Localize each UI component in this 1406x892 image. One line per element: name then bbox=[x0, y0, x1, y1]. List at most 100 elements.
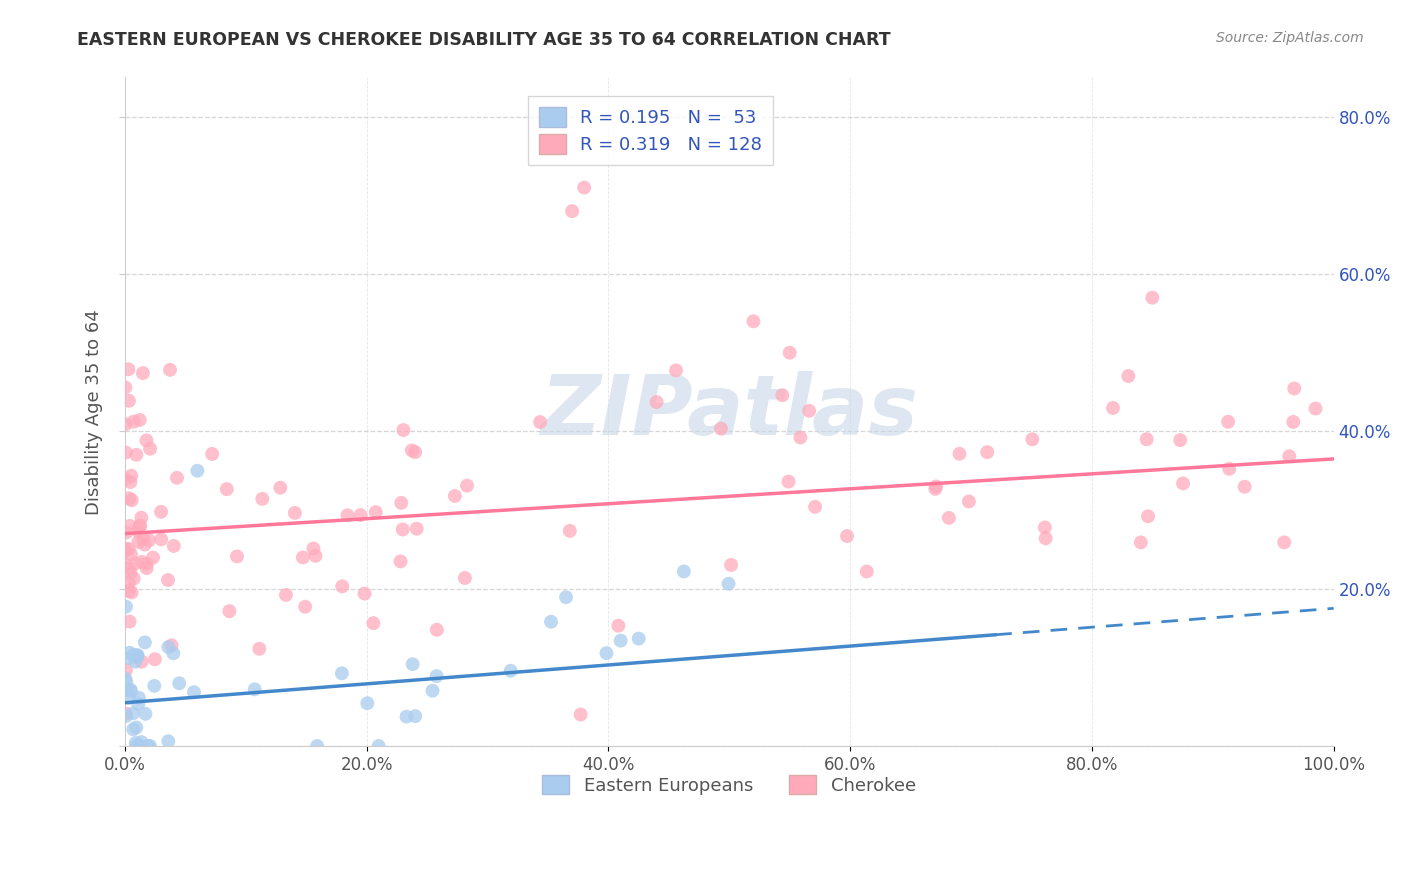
Point bbox=[121, 585, 143, 599]
Point bbox=[404, 445, 426, 459]
Point bbox=[401, 443, 423, 458]
Point bbox=[114, 544, 136, 558]
Point bbox=[115, 599, 138, 614]
Point bbox=[1284, 381, 1306, 395]
Point bbox=[139, 739, 162, 753]
Point bbox=[1171, 476, 1194, 491]
Point bbox=[1233, 480, 1256, 494]
Point bbox=[125, 721, 148, 735]
Point bbox=[558, 524, 581, 538]
Point bbox=[131, 735, 153, 749]
Point bbox=[717, 576, 740, 591]
Point bbox=[127, 524, 149, 539]
Point bbox=[609, 633, 631, 648]
Point bbox=[159, 363, 181, 377]
Point bbox=[118, 651, 141, 665]
Point bbox=[125, 448, 148, 462]
Point bbox=[131, 510, 153, 524]
Point bbox=[118, 561, 141, 575]
Point bbox=[118, 646, 141, 660]
Point bbox=[157, 734, 180, 748]
Point bbox=[395, 709, 418, 723]
Point bbox=[454, 571, 477, 585]
Point bbox=[330, 666, 353, 681]
Point bbox=[122, 723, 145, 737]
Point bbox=[294, 599, 316, 614]
Point bbox=[269, 481, 291, 495]
Point bbox=[1272, 535, 1295, 549]
Point bbox=[138, 533, 160, 548]
Point bbox=[134, 538, 156, 552]
Point bbox=[201, 447, 224, 461]
Point bbox=[1216, 415, 1239, 429]
Point bbox=[391, 523, 413, 537]
Point bbox=[938, 511, 960, 525]
Point bbox=[456, 478, 478, 492]
Point bbox=[330, 579, 353, 593]
Point bbox=[135, 557, 157, 571]
Point bbox=[122, 706, 145, 721]
Point bbox=[131, 655, 153, 669]
Point bbox=[957, 494, 980, 508]
Point bbox=[404, 709, 426, 723]
Point bbox=[389, 496, 412, 510]
Text: EASTERN EUROPEAN VS CHEROKEE DISABILITY AGE 35 TO 64 CORRELATION CHART: EASTERN EUROPEAN VS CHEROKEE DISABILITY … bbox=[77, 31, 891, 49]
Point bbox=[561, 204, 583, 219]
Point bbox=[186, 464, 208, 478]
Point bbox=[789, 430, 811, 444]
Point bbox=[125, 650, 148, 665]
Point bbox=[401, 657, 423, 672]
Point bbox=[247, 641, 270, 656]
Point bbox=[353, 586, 375, 600]
Point bbox=[1305, 401, 1327, 416]
Point bbox=[118, 615, 141, 629]
Point bbox=[122, 415, 145, 429]
Point bbox=[529, 415, 551, 429]
Point bbox=[389, 554, 412, 568]
Point bbox=[162, 646, 184, 660]
Point bbox=[742, 314, 765, 328]
Point bbox=[120, 682, 142, 697]
Point bbox=[1021, 433, 1043, 447]
Point bbox=[167, 676, 190, 690]
Point bbox=[121, 493, 143, 508]
Point bbox=[426, 623, 449, 637]
Point bbox=[114, 672, 136, 686]
Point bbox=[114, 541, 136, 556]
Point bbox=[540, 615, 562, 629]
Point bbox=[1282, 415, 1305, 429]
Point bbox=[444, 489, 467, 503]
Point bbox=[143, 679, 166, 693]
Point bbox=[1136, 432, 1159, 446]
Point bbox=[925, 479, 948, 493]
Point bbox=[127, 648, 149, 663]
Point bbox=[1278, 449, 1301, 463]
Point bbox=[163, 539, 186, 553]
Point bbox=[127, 697, 149, 711]
Point bbox=[569, 707, 592, 722]
Point bbox=[291, 550, 314, 565]
Point bbox=[118, 575, 141, 590]
Point bbox=[120, 684, 142, 698]
Point bbox=[134, 706, 156, 721]
Point bbox=[114, 380, 136, 394]
Point bbox=[128, 520, 150, 534]
Point bbox=[135, 561, 157, 575]
Point bbox=[349, 508, 371, 522]
Point bbox=[720, 558, 742, 572]
Point bbox=[665, 363, 688, 377]
Point bbox=[150, 505, 173, 519]
Point bbox=[134, 635, 156, 649]
Point bbox=[128, 690, 150, 705]
Point bbox=[117, 362, 139, 376]
Point bbox=[115, 525, 138, 540]
Point bbox=[136, 739, 159, 753]
Point bbox=[129, 518, 152, 533]
Point bbox=[304, 549, 326, 563]
Point bbox=[924, 482, 946, 496]
Point bbox=[367, 739, 389, 753]
Point bbox=[125, 736, 148, 750]
Point bbox=[114, 706, 136, 721]
Point bbox=[672, 565, 695, 579]
Point bbox=[215, 482, 238, 496]
